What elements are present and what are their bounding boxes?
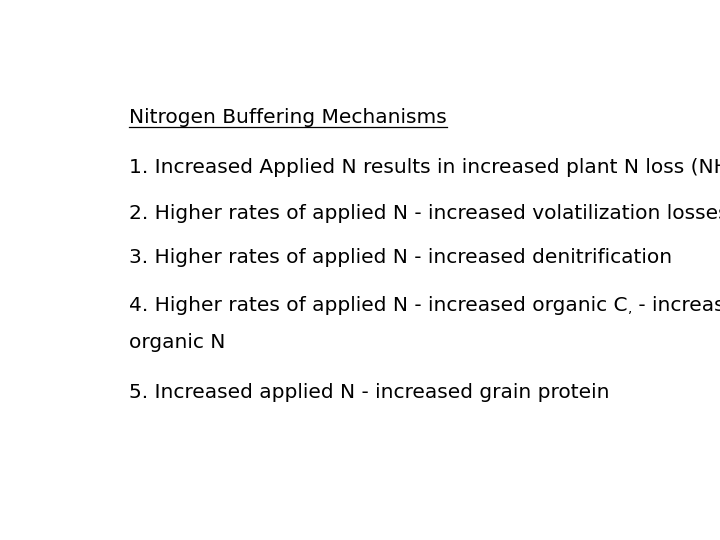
Text: - increased: - increased [632,295,720,315]
Text: 1. Increased Applied N results in increased plant N loss (NH: 1. Increased Applied N results in increa… [129,158,720,177]
Text: Nitrogen Buffering Mechanisms: Nitrogen Buffering Mechanisms [129,109,447,127]
Text: 2. Higher rates of applied N - increased volatilization losses: 2. Higher rates of applied N - increased… [129,204,720,223]
Text: ,: , [628,301,632,315]
Text: 3. Higher rates of applied N - increased denitrification: 3. Higher rates of applied N - increased… [129,248,672,267]
Text: 4. Higher rates of applied N - increased organic C: 4. Higher rates of applied N - increased… [129,295,628,315]
Text: organic N: organic N [129,333,225,352]
Text: 5. Increased applied N - increased grain protein: 5. Increased applied N - increased grain… [129,383,610,402]
